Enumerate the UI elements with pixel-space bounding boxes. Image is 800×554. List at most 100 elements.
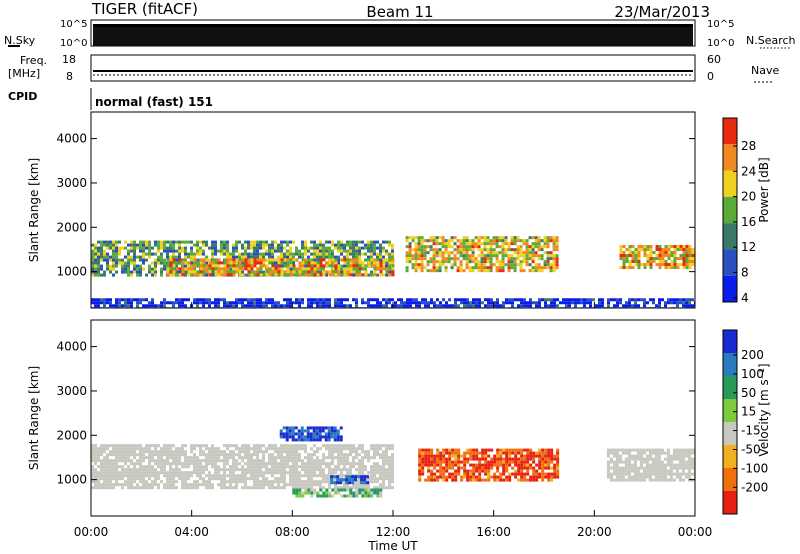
- velocity-cell-2: [606, 463, 610, 467]
- power-cell-1: [250, 270, 254, 274]
- velocity-cell-0: [295, 468, 298, 472]
- power-cell-2: [468, 257, 472, 261]
- velocity-cell-0: [271, 444, 274, 448]
- power-cell-2: [531, 260, 535, 264]
- velocity-cell-0: [271, 468, 274, 472]
- power-cell-1: [304, 267, 308, 271]
- power-cell-2: [501, 260, 505, 264]
- velocity-cell-0: [322, 477, 325, 481]
- velocity-cell-0: [388, 459, 391, 463]
- velocity-cell-0: [361, 486, 364, 490]
- velocity-cell-5: [361, 491, 365, 495]
- velocity-cell-1: [442, 475, 446, 479]
- velocity-cell-2: [612, 460, 616, 464]
- power-cell-3: [658, 257, 662, 261]
- power-cell-0: [322, 255, 325, 259]
- velocity-cell-0: [280, 465, 283, 469]
- velocity-cell-0: [175, 453, 178, 457]
- power-cell-2: [414, 266, 418, 270]
- velocity-cell-4: [282, 426, 286, 430]
- power-cell-3: [667, 266, 671, 270]
- velocity-cell-0: [100, 486, 103, 490]
- velocity-cell-0: [268, 444, 271, 448]
- velocity-cell-0: [292, 453, 295, 457]
- velocity-cell-0: [157, 462, 160, 466]
- velocity-cell-0: [304, 447, 307, 451]
- power-cell-2: [435, 260, 439, 264]
- velocity-cell-0: [214, 462, 217, 466]
- power-cell-0: [127, 255, 130, 259]
- velocity-cell-1: [427, 448, 431, 452]
- velocity-cell-0: [109, 453, 112, 457]
- power-cell-4: [460, 298, 463, 302]
- velocity-cell-0: [250, 477, 253, 481]
- velocity-cell-0: [130, 486, 133, 490]
- power-cell-0: [382, 240, 385, 244]
- power-cell-0: [337, 255, 340, 259]
- power-cell-2: [462, 245, 466, 249]
- power-cell-4: [514, 298, 517, 302]
- velocity-cell-0: [262, 483, 265, 487]
- power-cell-0: [235, 255, 238, 259]
- velocity-cell-0: [253, 471, 256, 475]
- colorbar-frame: [722, 329, 738, 515]
- power-cell-4: [550, 304, 553, 308]
- power-cell-4: [628, 298, 631, 302]
- velocity-cell-0: [223, 480, 226, 484]
- velocity-cell-1: [493, 463, 497, 467]
- velocity-cell-0: [229, 456, 232, 460]
- power-cell-0: [124, 270, 127, 274]
- velocity-cell-0: [364, 450, 367, 454]
- velocity-cell-2: [636, 475, 640, 479]
- velocity-cell-0: [283, 450, 286, 454]
- velocity-cell-0: [229, 468, 232, 472]
- velocity-cell-2: [636, 448, 640, 452]
- power-cell-0: [358, 255, 361, 259]
- power-cell-2: [420, 269, 424, 273]
- velocity-cell-0: [166, 477, 169, 481]
- velocity-cell-0: [259, 447, 262, 451]
- velocity-cell-0: [106, 456, 109, 460]
- velocity-cell-1: [442, 451, 446, 455]
- power-cell-1: [262, 264, 266, 268]
- power-cell-4: [223, 301, 226, 305]
- power-cell-2: [552, 266, 556, 270]
- power-cell-0: [139, 243, 142, 247]
- velocity-cell-0: [310, 459, 313, 463]
- power-cell-4: [202, 301, 205, 305]
- power-cell-0: [313, 249, 316, 253]
- power-cell-3: [649, 263, 653, 267]
- velocity-cell-0: [310, 456, 313, 460]
- velocity-cell-0: [124, 462, 127, 466]
- velocity-cell-0: [382, 474, 385, 478]
- velocity-cell-0: [178, 456, 181, 460]
- power-cell-0: [361, 240, 364, 244]
- power-cell-4: [565, 298, 568, 302]
- velocity-cell-2: [651, 457, 655, 461]
- power-cell-0: [112, 255, 115, 259]
- velocity-cell-4: [306, 435, 310, 439]
- power-cell-1: [202, 261, 206, 265]
- power-cell-4: [466, 298, 469, 302]
- velocity-cell-4: [312, 432, 316, 436]
- power-cell-1: [331, 270, 335, 274]
- velocity-cell-1: [430, 463, 434, 467]
- power-cell-1: [343, 261, 347, 265]
- power-cell-2: [423, 251, 427, 255]
- velocity-cell-0: [193, 447, 196, 451]
- power-cell-3: [646, 263, 650, 267]
- power-cell-0: [244, 249, 247, 253]
- power-cell-4: [568, 304, 571, 308]
- velocity-cell-0: [283, 456, 286, 460]
- power-cell-0: [388, 252, 391, 256]
- power-cell-1: [277, 264, 281, 268]
- power-cell-2: [474, 263, 478, 267]
- velocity-cell-1: [484, 469, 488, 473]
- power-cell-4: [517, 304, 520, 308]
- velocity-cell-0: [322, 486, 325, 490]
- velocity-cell-0: [256, 477, 259, 481]
- velocity-cell-4: [324, 435, 328, 439]
- velocity-cell-0: [142, 468, 145, 472]
- velocity-cell-0: [334, 456, 337, 460]
- velocity-cell-1: [418, 475, 422, 479]
